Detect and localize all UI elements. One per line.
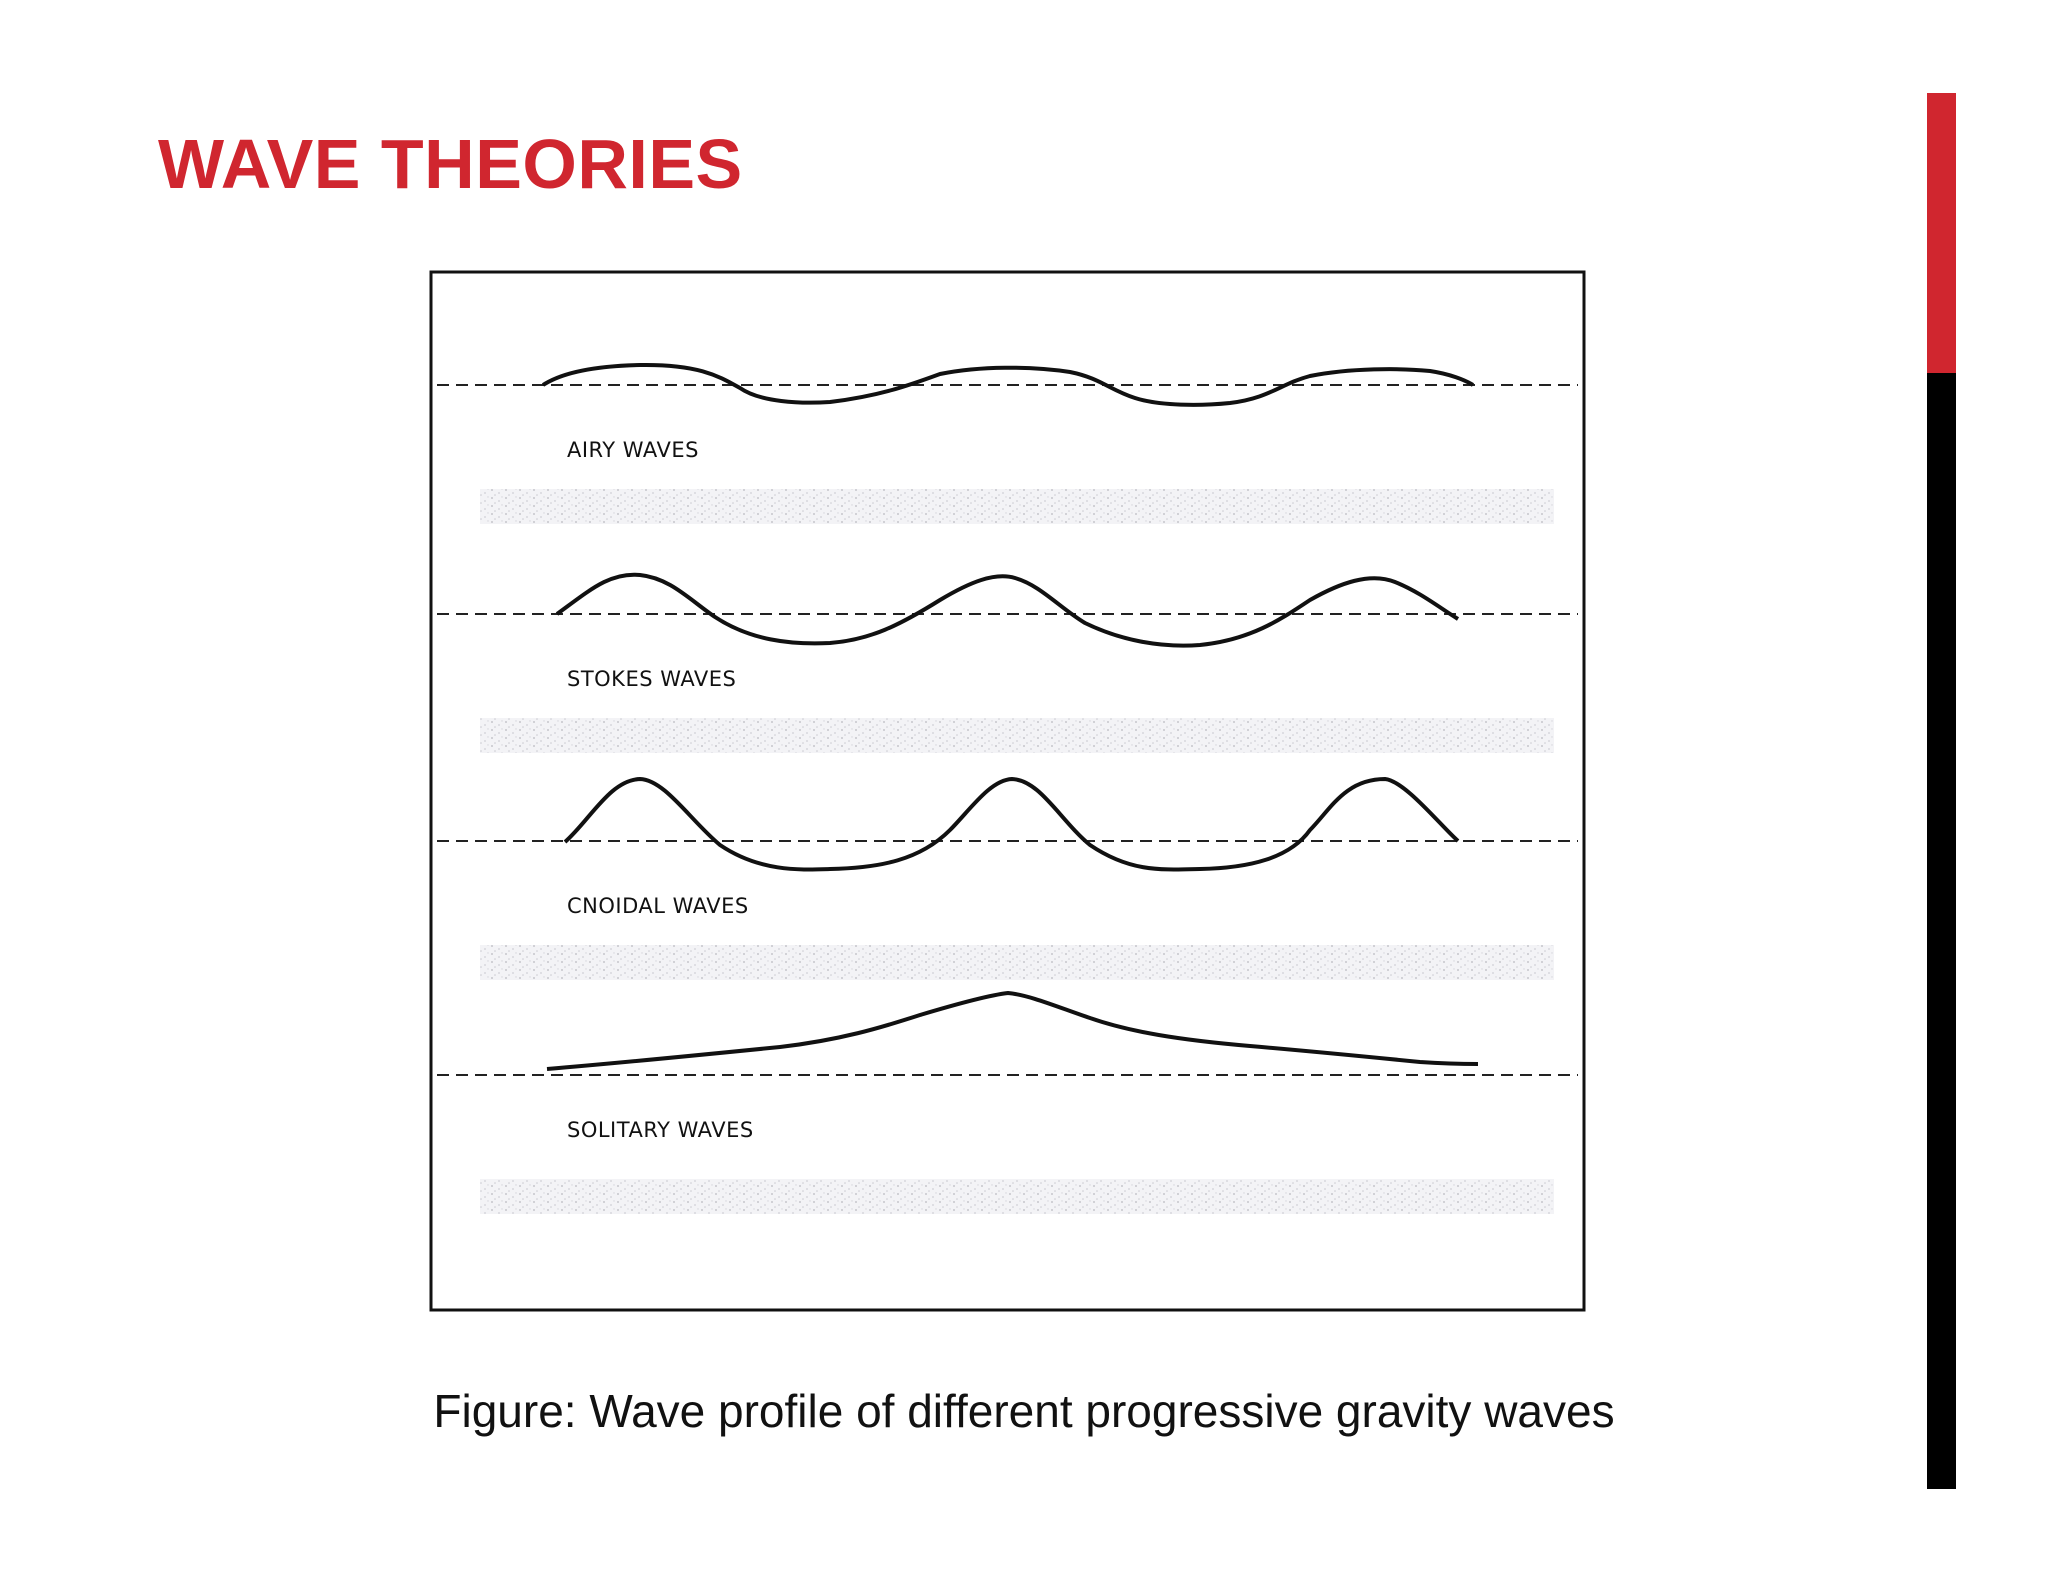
figure-caption: Figure: Wave profile of different progre… xyxy=(433,1385,1615,1437)
seabed-stokes xyxy=(480,718,1554,753)
cnoidal-wave-profile xyxy=(563,776,1460,872)
airy-wave-profile xyxy=(541,362,1475,407)
solitary-wave-panel: SOLITARY WAVES xyxy=(437,990,1578,1214)
slide-title: WAVE THEORIES xyxy=(158,125,743,203)
stokes-waves-label: STOKES WAVES xyxy=(567,667,736,691)
accent-bar-red xyxy=(1927,93,1956,373)
airy-waves-label: AIRY WAVES xyxy=(567,438,699,462)
seabed-airy xyxy=(480,489,1554,524)
solitary-waves-label: SOLITARY WAVES xyxy=(567,1118,754,1142)
seabed-solitary xyxy=(480,1179,1554,1214)
stokes-wave-panel: STOKES WAVES xyxy=(437,572,1578,753)
cnoidal-wave-panel: CNOIDAL WAVES xyxy=(437,776,1578,980)
airy-wave-panel: AIRY WAVES xyxy=(437,362,1578,524)
solitary-wave-profile xyxy=(546,990,1479,1071)
cnoidal-waves-label: CNOIDAL WAVES xyxy=(567,894,749,918)
seabed-cnoidal xyxy=(480,945,1554,980)
accent-bar-black xyxy=(1927,373,1956,1489)
stokes-wave-profile xyxy=(555,572,1460,648)
figure-frame xyxy=(429,270,1586,1312)
